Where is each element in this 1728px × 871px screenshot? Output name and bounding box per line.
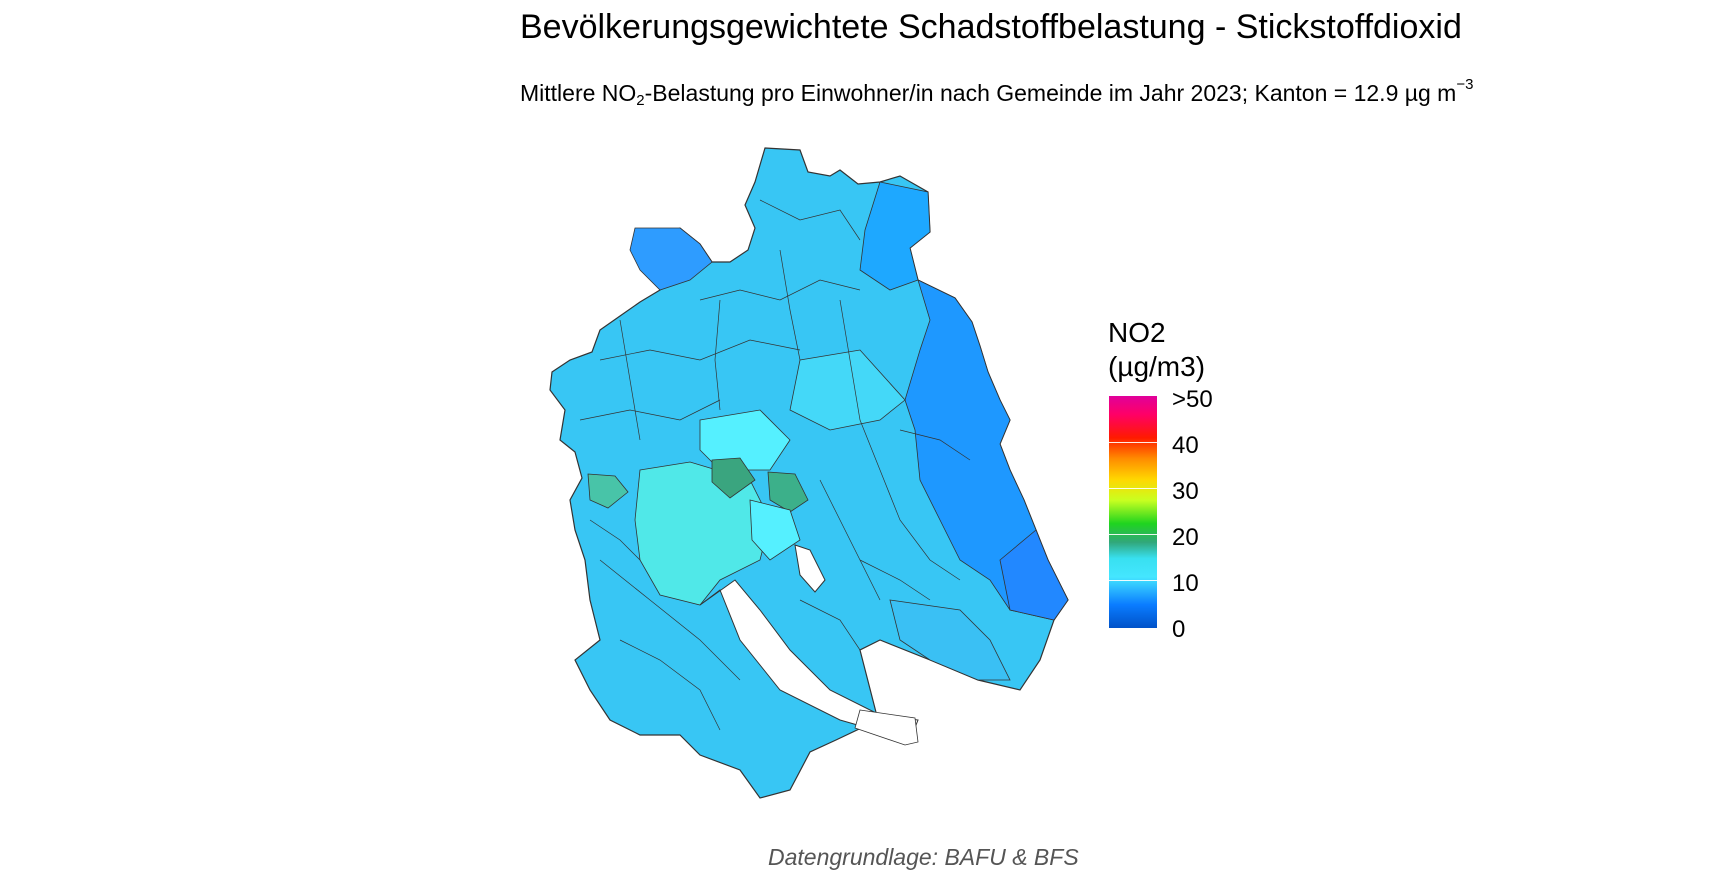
region-winterthur-area <box>699 409 791 471</box>
region-hotspot-2 <box>767 471 809 513</box>
legend-tick <box>1109 534 1157 535</box>
legend-label-10: 10 <box>1172 570 1199 597</box>
data-source-caption: Datengrundlage: BAFU & BFS <box>768 844 1079 870</box>
legend-label-40: 40 <box>1172 432 1199 459</box>
legend-label-20: 20 <box>1172 524 1199 551</box>
region-southeast <box>889 599 1011 681</box>
region-far-east <box>999 529 1069 621</box>
legend-label-30: 30 <box>1172 478 1199 505</box>
legend-title: NO2 (µg/m3) <box>1108 317 1206 382</box>
legend-colorbar <box>1109 396 1157 628</box>
legend-label-50: >50 <box>1172 386 1213 413</box>
region-airport <box>749 499 801 561</box>
map-subtitle: Mittlere NO2-Belastung pro Einwohner/in … <box>520 76 1474 109</box>
legend-tick <box>1109 488 1157 489</box>
map-title: Bevölkerungsgewichtete Schadstoffbelastu… <box>520 8 1462 46</box>
lake-zurich-upper <box>854 709 919 746</box>
region-hotspot-1 <box>711 457 756 499</box>
legend-label-0: 0 <box>1172 616 1186 643</box>
legend-tick <box>1109 442 1157 443</box>
lake-zurich <box>699 579 919 741</box>
region-northwest <box>629 227 713 291</box>
municipality-borders <box>579 199 971 731</box>
region-central-north <box>789 349 906 431</box>
legend-tick <box>1109 580 1157 581</box>
region-hotspot-3 <box>587 473 629 509</box>
lake-greifensee <box>794 544 826 593</box>
